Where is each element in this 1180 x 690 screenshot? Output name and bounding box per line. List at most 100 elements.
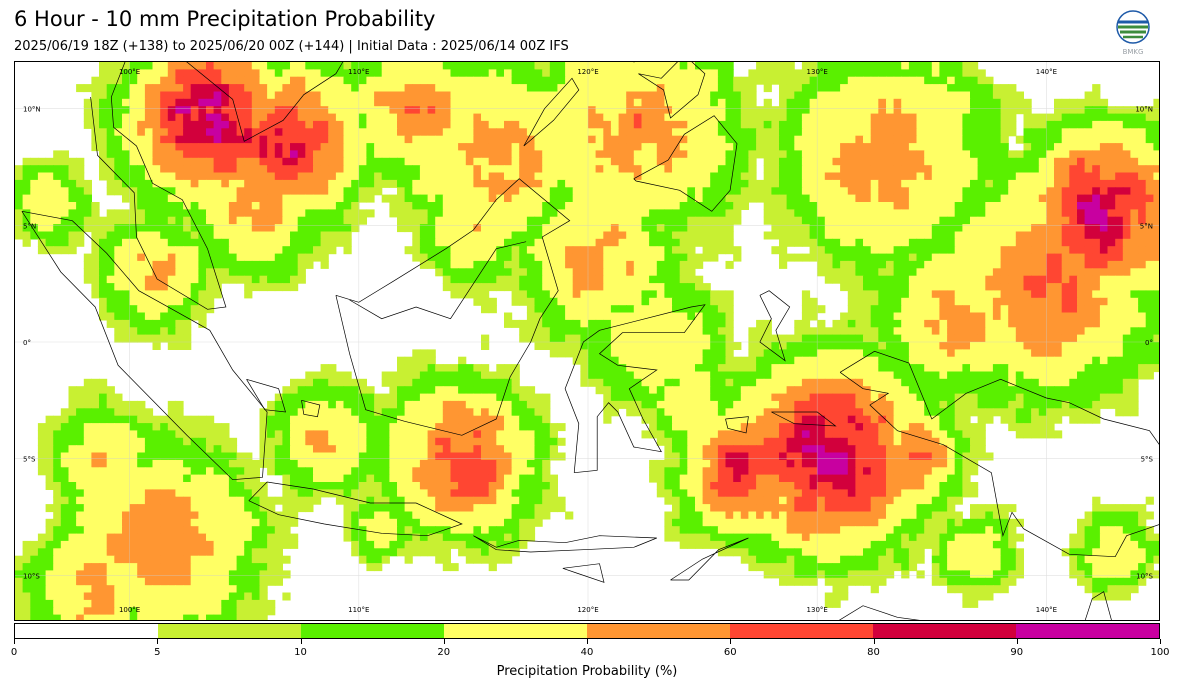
- precip-cell: [274, 202, 283, 210]
- precip-cell: [1031, 312, 1040, 321]
- precip-cell: [290, 165, 299, 174]
- precip-cell: [290, 91, 299, 100]
- precip-cell: [198, 76, 207, 85]
- precip-cell: [1153, 113, 1159, 122]
- precip-cell: [481, 179, 490, 188]
- precip-cell: [710, 84, 719, 93]
- precip-cell: [1138, 268, 1147, 277]
- precip-cell: [1023, 253, 1032, 262]
- precip-cell: [985, 305, 994, 314]
- precip-cell: [717, 165, 727, 174]
- precip-cell: [274, 268, 283, 277]
- precip-cell: [847, 135, 856, 144]
- precip-cell: [672, 260, 681, 269]
- precip-cell: [595, 246, 604, 255]
- precip-cell: [175, 194, 184, 203]
- precip-cell: [221, 143, 230, 152]
- precip-cell: [1077, 165, 1086, 174]
- precip-cell: [840, 113, 849, 122]
- precip-cell: [970, 216, 979, 225]
- precip-cell: [549, 209, 558, 218]
- precip-cell: [374, 62, 383, 70]
- precip-cell: [1008, 128, 1017, 137]
- precip-cell: [465, 268, 474, 277]
- precip-cell: [916, 231, 925, 240]
- precip-cell: [977, 268, 986, 277]
- precip-cell: [297, 275, 306, 284]
- precip-cell: [1077, 150, 1086, 159]
- precip-cell: [129, 179, 138, 188]
- precip-cell: [412, 69, 421, 78]
- precip-cell: [351, 165, 360, 174]
- precip-cell: [947, 187, 956, 196]
- precip-cell: [603, 179, 612, 188]
- precip-cell: [970, 128, 979, 137]
- precip-cell: [534, 165, 543, 174]
- precip-cell: [572, 246, 581, 255]
- precip-cell: [931, 172, 940, 181]
- precip-cell: [313, 179, 322, 188]
- precip-cell: [251, 179, 260, 188]
- precip-cell: [190, 209, 199, 218]
- precip-cell: [1046, 275, 1055, 284]
- precip-cell: [458, 246, 467, 255]
- precip-cell: [106, 290, 115, 299]
- precip-cell: [1092, 275, 1101, 284]
- precip-cell: [847, 84, 856, 93]
- precip-cell: [1023, 209, 1032, 218]
- precip-cell: [1038, 290, 1047, 299]
- precip-cell: [167, 150, 176, 159]
- precip-cell: [259, 150, 268, 159]
- precip-cell: [549, 305, 558, 314]
- precip-cell: [855, 297, 864, 306]
- precip-cell: [817, 238, 826, 247]
- precip-cell: [106, 98, 115, 107]
- precip-cell: [1099, 253, 1109, 262]
- precip-cell: [198, 312, 207, 321]
- precip-cell: [748, 98, 757, 107]
- precip-cell: [717, 209, 727, 218]
- precip-cell: [160, 224, 169, 233]
- precip-cell: [572, 283, 581, 292]
- precip-cell: [1145, 135, 1154, 144]
- precip-cell: [786, 209, 795, 218]
- precip-cell: [970, 202, 979, 210]
- precip-cell: [1000, 224, 1009, 233]
- precip-cell: [244, 172, 253, 181]
- precip-cell: [30, 224, 39, 233]
- precip-cell: [794, 76, 803, 85]
- precip-cell: [351, 194, 360, 203]
- precip-cell: [320, 91, 329, 100]
- precip-cell: [557, 231, 566, 240]
- precip-cell: [221, 209, 230, 218]
- precip-cell: [320, 224, 329, 233]
- precip-cell: [977, 260, 986, 269]
- precip-cell: [1023, 312, 1032, 321]
- precip-cell: [1130, 319, 1139, 328]
- precip-cell: [1130, 260, 1139, 269]
- precip-cell: [1153, 194, 1159, 203]
- precip-cell: [817, 179, 826, 188]
- precip-cell: [481, 98, 490, 107]
- precip-cell: [412, 98, 421, 107]
- precip-cell: [1145, 334, 1154, 343]
- precip-cell: [83, 106, 92, 115]
- precip-cell: [908, 253, 918, 262]
- precip-cell: [916, 165, 925, 174]
- precip-cell: [397, 76, 406, 85]
- precip-cell: [366, 84, 375, 93]
- precip-cell: [649, 334, 658, 343]
- precip-cell: [366, 187, 375, 196]
- precip-cell: [1145, 312, 1154, 321]
- precip-cell: [947, 179, 956, 188]
- precip-cell: [954, 194, 963, 203]
- precip-cell: [588, 76, 597, 85]
- precip-cell: [160, 69, 169, 78]
- precip-cell: [152, 84, 161, 93]
- precip-cell: [840, 349, 849, 358]
- precip-cell: [473, 135, 482, 144]
- precip-cell: [947, 194, 956, 203]
- precip-cell: [30, 187, 39, 196]
- precip-cell: [1084, 231, 1093, 240]
- precip-cell: [412, 84, 421, 93]
